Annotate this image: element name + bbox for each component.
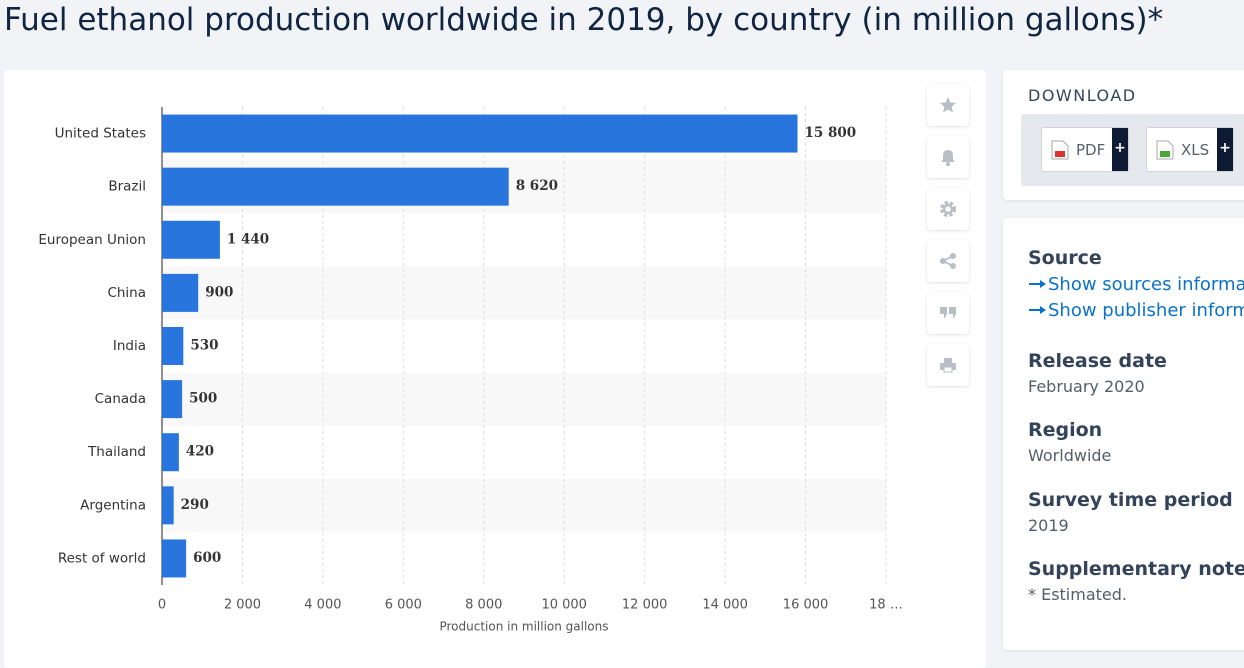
- y-tick-label: China: [107, 285, 146, 301]
- xls-button[interactable]: XLS +: [1146, 127, 1234, 172]
- arrow-icon: [1029, 306, 1046, 314]
- detail-item: Source Show sources information Show publi…: [1028, 247, 1244, 321]
- pdf-icon: [1051, 140, 1069, 160]
- details-card: Source Show sources information Show publi…: [1003, 218, 1244, 650]
- x-tick-label: 6 000: [385, 598, 422, 613]
- detail-link[interactable]: Show sources information: [1028, 274, 1244, 295]
- y-tick-label: Thailand: [87, 444, 146, 460]
- xls-plus: +: [1217, 128, 1233, 171]
- pdf-plus: +: [1112, 128, 1128, 171]
- gear-icon: [940, 201, 956, 217]
- detail-heading: Release date: [1028, 350, 1167, 372]
- row-stripe: [162, 266, 886, 320]
- detail-item: Survey time period 2019: [1028, 489, 1233, 535]
- link-text: Show publisher information: [1048, 300, 1244, 321]
- x-tick-label: 0: [158, 598, 166, 613]
- bar: [162, 167, 509, 206]
- value-label: 15 800: [805, 125, 857, 141]
- y-tick-label: European Union: [38, 232, 146, 248]
- detail-text: 2019: [1028, 516, 1069, 535]
- chart: Production in million gallons 0 2 000 4 00…: [4, 70, 986, 668]
- value-label: 420: [186, 444, 214, 460]
- bell-icon: [941, 150, 955, 166]
- print-button[interactable]: [927, 344, 969, 386]
- download-card: DOWNLOAD PDF + XLS +: [1003, 70, 1244, 200]
- alert-button[interactable]: [927, 136, 969, 178]
- x-tick-label: 8 000: [465, 598, 502, 613]
- bar: [162, 486, 174, 525]
- row-stripe: [162, 478, 886, 532]
- xls-icon: [1156, 140, 1174, 160]
- detail-item: Release date February 2020: [1028, 350, 1167, 396]
- bar: [162, 380, 183, 419]
- value-label: 900: [205, 284, 233, 300]
- cite-button[interactable]: [927, 292, 969, 334]
- detail-text: Worldwide: [1028, 446, 1112, 465]
- chart-card: [4, 70, 986, 668]
- x-tick-label: 14 000: [702, 598, 748, 613]
- y-tick-label: United States: [55, 126, 146, 142]
- x-tick-label: 18 …: [869, 598, 903, 613]
- value-label: 290: [181, 497, 209, 513]
- link-text: Show sources information: [1048, 274, 1244, 295]
- value-label: 1 440: [227, 231, 269, 247]
- detail-heading: Survey time period: [1028, 489, 1233, 511]
- download-title: DOWNLOAD: [1028, 86, 1137, 105]
- arrow-icon: [1029, 280, 1046, 288]
- value-label: 530: [190, 338, 218, 354]
- y-tick-label: India: [113, 338, 146, 354]
- detail-item: Region Worldwide: [1028, 419, 1111, 465]
- bar: [162, 273, 199, 312]
- share-icon: [940, 253, 956, 269]
- detail-heading: Supplementary notes: [1028, 558, 1244, 580]
- x-tick-label: 12 000: [622, 598, 668, 613]
- row-stripe: [162, 372, 886, 426]
- x-tick-label: 16 000: [783, 598, 829, 613]
- share-button[interactable]: [927, 240, 969, 282]
- detail-text: February 2020: [1028, 377, 1145, 396]
- value-label: 8 620: [516, 178, 558, 194]
- detail-text: * Estimated.: [1028, 585, 1127, 604]
- value-label: 500: [189, 391, 217, 407]
- bar: [162, 220, 220, 259]
- bar: [162, 327, 184, 365]
- x-tick-label: 4 000: [304, 598, 341, 613]
- x-axis-label: Production in million gallons: [439, 620, 608, 634]
- print-icon: [940, 358, 956, 373]
- quote-icon: [940, 307, 956, 319]
- bar: [162, 433, 179, 472]
- pdf-button[interactable]: PDF +: [1041, 127, 1129, 172]
- y-tick-label: Brazil: [108, 179, 146, 195]
- x-tick-label: 10 000: [541, 598, 587, 613]
- detail-heading: Source: [1028, 247, 1102, 269]
- y-tick-label: Argentina: [80, 497, 146, 513]
- page-title: Fuel ethanol production worldwide in 201…: [4, 2, 1164, 38]
- star-icon: [940, 97, 956, 113]
- detail-heading: Region: [1028, 419, 1103, 441]
- detail-link[interactable]: Show publisher information: [1028, 300, 1244, 321]
- value-label: 600: [193, 550, 221, 566]
- y-tick-label: Rest of world: [58, 550, 146, 566]
- x-tick-label: 2 000: [224, 598, 261, 613]
- y-tick-label: Canada: [95, 391, 146, 407]
- download-box: PDF + XLS +: [1021, 114, 1244, 186]
- settings-button[interactable]: [927, 188, 969, 230]
- bar: [162, 114, 798, 153]
- detail-item: Supplementary notes * Estimated.: [1028, 558, 1244, 604]
- xls-label: XLS: [1181, 141, 1210, 159]
- pdf-label: PDF: [1076, 141, 1106, 159]
- bar: [162, 539, 187, 578]
- favorite-button[interactable]: [927, 84, 969, 126]
